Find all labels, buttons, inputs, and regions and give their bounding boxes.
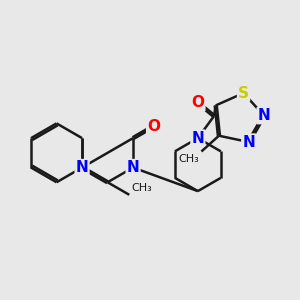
- Text: N: N: [127, 160, 140, 175]
- Text: N: N: [191, 130, 204, 146]
- Text: N: N: [242, 135, 255, 150]
- Text: S: S: [238, 85, 249, 100]
- Text: CH₃: CH₃: [178, 154, 199, 164]
- Text: N: N: [258, 108, 270, 123]
- Text: O: O: [147, 119, 160, 134]
- Text: O: O: [191, 95, 204, 110]
- Text: CH₃: CH₃: [131, 182, 152, 193]
- Text: N: N: [76, 160, 88, 175]
